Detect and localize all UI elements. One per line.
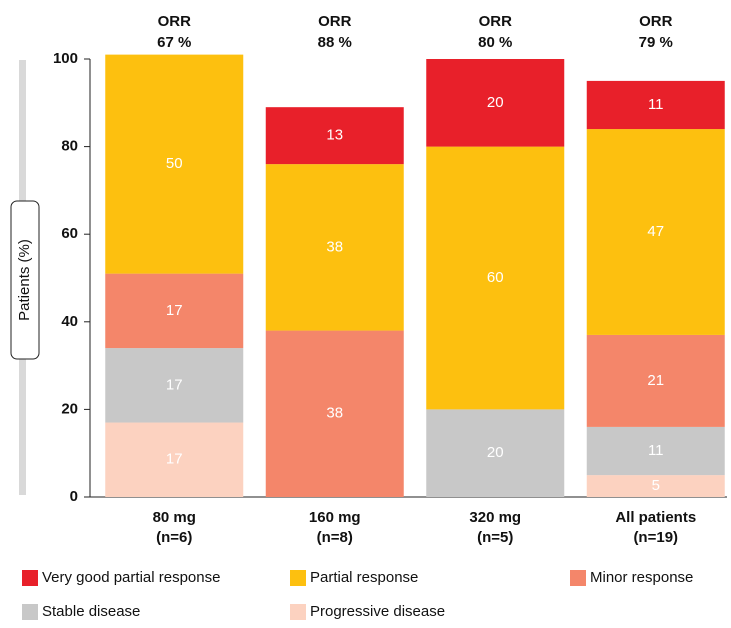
value-label: 11: [648, 96, 664, 113]
x-tick-label: 320 mg: [469, 509, 521, 526]
orr-value: 79 %: [639, 34, 673, 51]
legend-swatch: [22, 604, 38, 620]
bar-segment: [586, 426, 725, 476]
x-tick-note: (n=19): [633, 529, 678, 546]
value-label: 21: [647, 372, 664, 389]
orr-value: 80 %: [478, 34, 512, 51]
bar-segment: [105, 348, 244, 423]
orr-title: ORR: [479, 13, 513, 30]
x-tick-label: 160 mg: [309, 509, 361, 526]
value-label: 38: [326, 405, 343, 422]
value-label: 11: [648, 442, 664, 459]
value-label: 60: [487, 269, 504, 286]
orr-value: 67 %: [157, 34, 191, 51]
bar-segment: [586, 129, 725, 335]
x-tick-label: All patients: [615, 509, 696, 526]
value-label: 38: [326, 238, 343, 255]
legend-label: Minor response: [590, 569, 693, 586]
value-label: 20: [487, 444, 504, 461]
value-label: 47: [647, 223, 664, 240]
y-tick-label: 20: [61, 400, 78, 417]
bar-segment: [586, 334, 725, 427]
x-tick-label: 80 mg: [153, 509, 196, 526]
y-axis-label: Patients (%): [16, 239, 33, 321]
bar-segment: [586, 475, 725, 497]
orr-title: ORR: [158, 13, 192, 30]
value-label: 20: [487, 94, 504, 111]
value-label: 13: [326, 127, 343, 144]
y-tick-label: 60: [61, 225, 78, 242]
value-label: 50: [166, 155, 183, 172]
y-tick-label: 100: [53, 50, 78, 67]
legend-swatch: [290, 570, 306, 586]
bar-segment: [586, 80, 725, 130]
bar-segment: [426, 409, 565, 497]
x-tick-note: (n=5): [477, 529, 513, 546]
x-tick-note: (n=8): [317, 529, 353, 546]
bar-segment: [426, 59, 565, 147]
bar-segment: [265, 107, 404, 165]
x-tick-note: (n=6): [156, 529, 192, 546]
legend-label: Partial response: [310, 569, 418, 586]
y-tick-label: 0: [70, 488, 78, 505]
y-tick-label: 80: [61, 138, 78, 155]
bar-segment: [105, 273, 244, 349]
orr-title: ORR: [318, 13, 352, 30]
bar-segment: [265, 164, 404, 331]
legend-label: Stable disease: [42, 603, 140, 620]
value-label: 17: [166, 376, 183, 393]
legend-label: Very good partial response: [42, 569, 220, 586]
value-label: 17: [166, 451, 183, 468]
bar-segment: [105, 422, 244, 497]
value-label: 5: [652, 477, 660, 494]
y-label-box: [10, 200, 40, 360]
bar-segment: [105, 54, 244, 274]
value-label: 17: [166, 302, 183, 319]
legend-label: Progressive disease: [310, 603, 445, 620]
legend-swatch: [22, 570, 38, 586]
orr-value: 88 %: [318, 34, 352, 51]
bar-segment: [426, 146, 565, 410]
legend-swatch: [290, 604, 306, 620]
legend-swatch: [570, 570, 586, 586]
y-tick-label: 40: [61, 313, 78, 330]
orr-title: ORR: [639, 13, 673, 30]
bar-segment: [265, 330, 404, 497]
